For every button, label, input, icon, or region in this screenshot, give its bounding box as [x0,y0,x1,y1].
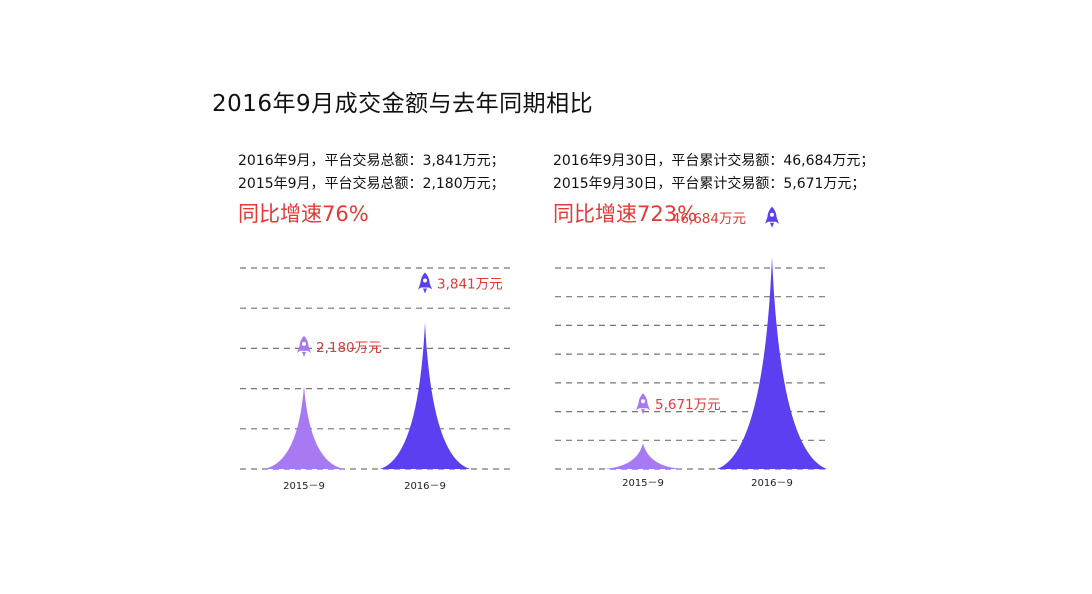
chart-1: 2,180万元 2015－9 3,841万元 2016－9 [240,267,515,492]
rocket-fin-right [429,282,432,290]
rocket-fin-right [776,216,779,224]
rocket-fin-left [765,216,768,224]
rocket-window [423,278,427,283]
rocket-fin-left [636,403,639,411]
right-summary-line-2: 2015年9月30日，平台累计交易额：5,671万元； [553,176,866,192]
category-label: 2016－9 [404,481,446,492]
spike-2016 [380,322,470,469]
rocket-flame [423,288,427,294]
rocket-flame [302,351,306,357]
rocket-icon [765,206,779,228]
spike-2015 [603,443,683,469]
rocket-flame [770,222,774,228]
rocket-window [302,341,306,346]
rocket-icon [297,335,311,357]
left-summary-line-2: 2015年9月，平台交易总额：2,180万元； [238,176,505,192]
left-growth-rate: 同比增速76% [238,202,369,226]
rocket-icon [418,272,432,294]
right-summary-line-1: 2016年9月30日，平台累计交易额：46,684万元； [553,153,875,169]
data-label: 2,180万元 [316,340,382,356]
rocket-window [770,212,774,217]
data-label: 3,841万元 [437,277,503,293]
gridlines [555,267,828,470]
rocket-window [641,399,645,404]
data-label: 5,671万元 [655,397,721,413]
category-label: 2015－9 [283,481,325,492]
rocket-fin-left [418,282,421,290]
rocket-fin-left [297,345,300,353]
spike-2015 [264,385,344,469]
spike-2016 [717,256,827,469]
rocket-fin-right [308,345,311,353]
category-label: 2016－9 [751,478,793,489]
chart-title: 2016年9月成交金额与去年同期相比 [212,91,594,117]
left-summary: 2016年9月，平台交易总额：3,841万元； 2015年9月，平台交易总额：2… [238,150,528,228]
category-label: 2015－9 [622,478,664,489]
data-label: 46,684万元 [672,211,746,227]
right-growth-rate: 同比增速723% [553,202,698,226]
chart-2: 5,671万元 2015－9 46,684万元 2016－9 [555,206,828,489]
rocket-fin-right [647,403,650,411]
left-summary-line-1: 2016年9月，平台交易总额：3,841万元； [238,153,505,169]
gridlines [240,267,515,470]
rocket-flame [641,409,645,415]
rocket-icon [636,393,650,415]
right-summary: 2016年9月30日，平台累计交易额：46,684万元； 2015年9月30日，… [553,150,875,228]
